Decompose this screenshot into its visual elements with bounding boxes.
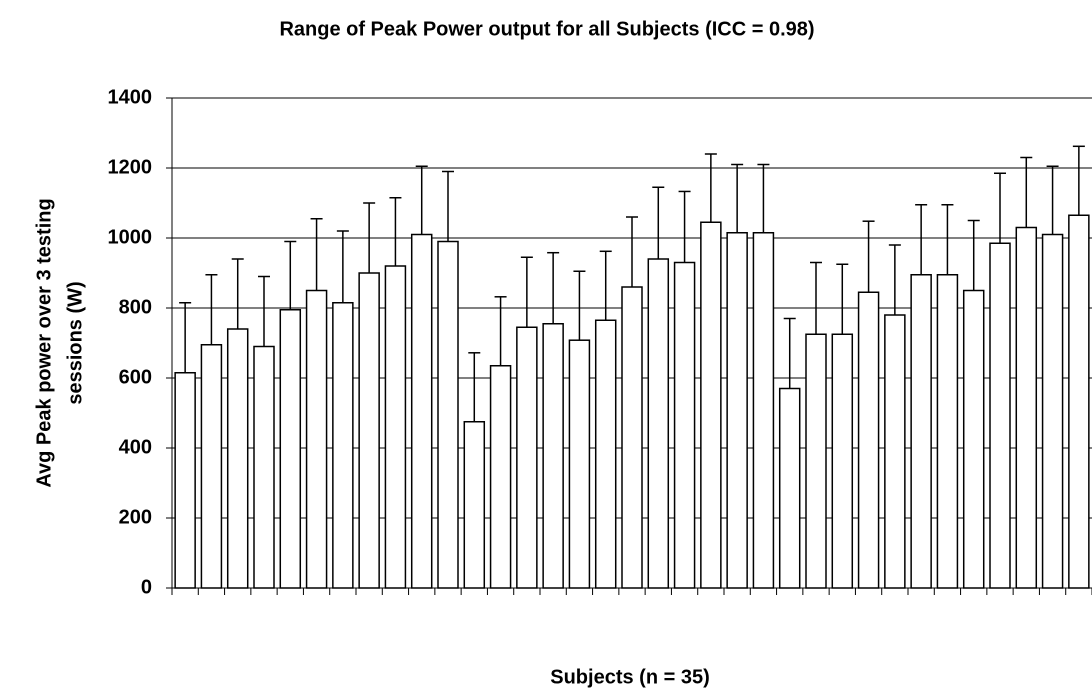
y-tick-label: 600 [119, 366, 152, 388]
bar [831, 333, 854, 589]
bar [226, 328, 249, 589]
bar [700, 221, 722, 589]
bar [1015, 226, 1038, 589]
bar [621, 286, 643, 589]
bar [174, 372, 196, 589]
bar [516, 326, 538, 589]
bar [1068, 214, 1090, 589]
bar [594, 319, 617, 589]
y-tick-label: 1200 [108, 156, 153, 178]
bar [805, 333, 827, 589]
bar [463, 421, 486, 589]
bar [673, 261, 696, 589]
bar [489, 365, 512, 589]
bar [910, 274, 932, 589]
bar [332, 302, 354, 589]
bar [884, 314, 906, 589]
bar [542, 323, 564, 589]
y-tick-label: 1000 [108, 226, 153, 248]
bar [989, 242, 1011, 589]
chart-title: Range of Peak Power output for all Subje… [279, 18, 814, 40]
bar [305, 289, 328, 589]
bar [647, 258, 670, 589]
bar [1041, 233, 1064, 589]
bar [778, 387, 801, 589]
bar [752, 232, 775, 589]
bar [358, 272, 380, 589]
bar [568, 339, 591, 589]
bar [726, 232, 748, 589]
bar [279, 309, 302, 589]
y-tick-label: 0 [141, 576, 152, 598]
y-tick-label: 1400 [108, 86, 153, 108]
bar [962, 289, 985, 589]
bar [437, 240, 459, 589]
x-axis-label: Subjects (n = 35) [550, 666, 710, 688]
bar [857, 291, 880, 589]
bar [253, 345, 275, 589]
y-axis-label: Avg Peak power over 3 testing [33, 198, 55, 487]
bar [936, 274, 959, 589]
bar [384, 265, 407, 589]
bar [410, 233, 433, 589]
y-tick-label: 400 [119, 436, 152, 458]
y-tick-label: 800 [119, 296, 152, 318]
bar [200, 344, 223, 589]
y-tick-label: 200 [119, 506, 152, 528]
y-axis-label: sessions (W) [64, 281, 86, 404]
